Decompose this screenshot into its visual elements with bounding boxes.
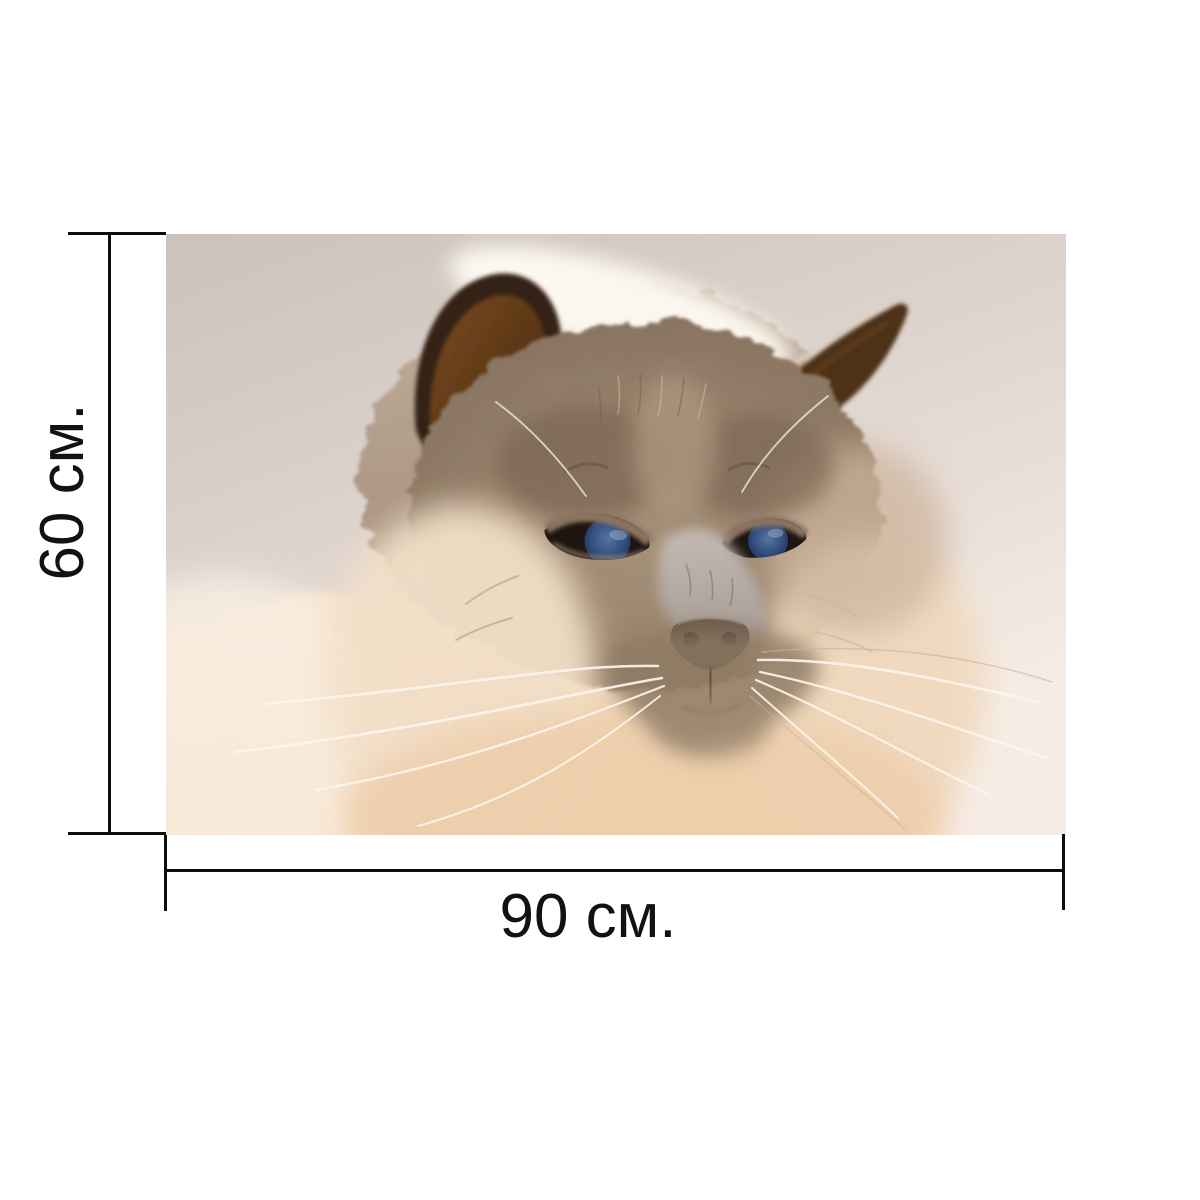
width-dimension-tick-right — [1062, 834, 1065, 910]
width-dimension-line — [166, 869, 1064, 872]
height-dimension-label: 60 см. — [28, 403, 97, 581]
height-dimension-tick-top — [68, 232, 166, 235]
cat-muzzle — [657, 528, 768, 649]
cat-photo — [166, 234, 1066, 835]
width-dimension-label: 90 см. — [499, 882, 677, 951]
cat-forehead — [496, 374, 834, 518]
height-dimension-line — [108, 234, 111, 835]
width-dimension-tick-left — [164, 835, 167, 911]
cat-whiskers — [234, 395, 1053, 831]
cat-mouth-chin — [607, 627, 819, 758]
cat-photo-illustration — [166, 234, 1066, 835]
height-dimension-tick-bottom — [68, 832, 166, 835]
cat-cheek-ruffs — [326, 444, 986, 835]
cat-right-eye — [720, 516, 810, 561]
cat-left-eye — [543, 510, 654, 565]
